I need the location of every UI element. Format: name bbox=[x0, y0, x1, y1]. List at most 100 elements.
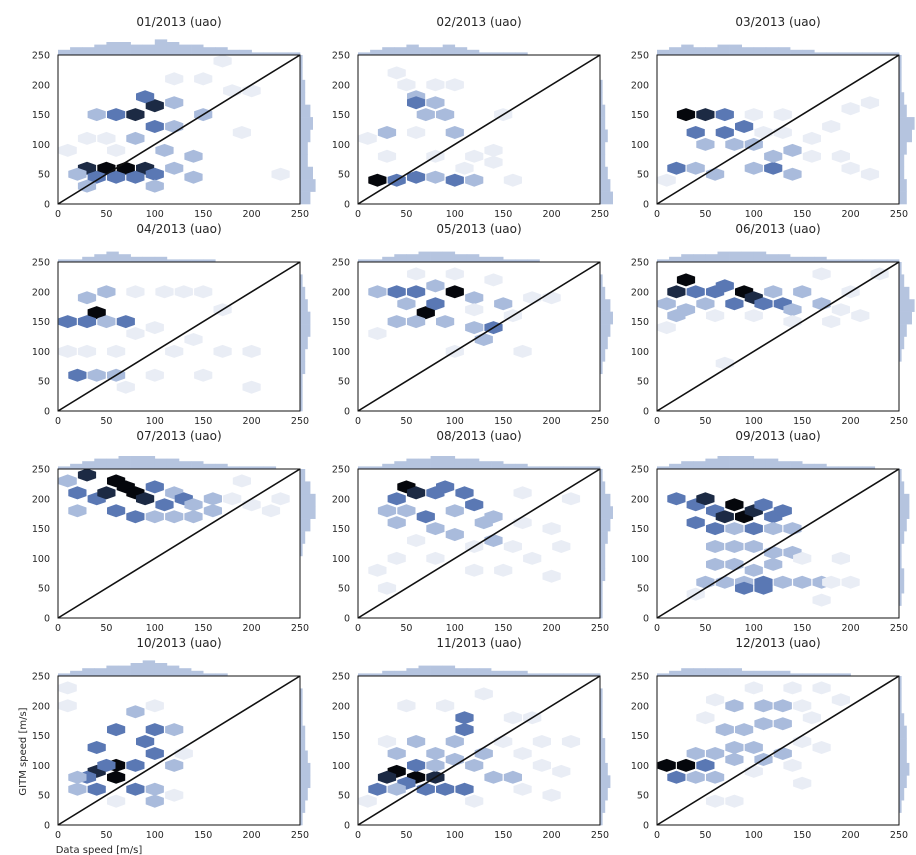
hex-bin bbox=[145, 480, 164, 494]
x-marginal-bar bbox=[394, 47, 407, 55]
y-marginal-bar bbox=[899, 179, 907, 192]
x-marginal-bar bbox=[717, 668, 730, 676]
hex-bin bbox=[445, 126, 464, 139]
subplot-title: 07/2013 (uao) bbox=[136, 429, 221, 443]
axes-frame bbox=[656, 261, 900, 412]
one-to-one-line bbox=[656, 54, 900, 205]
x-marginal-bar bbox=[58, 673, 71, 676]
hex-bin bbox=[754, 498, 773, 512]
hex-bin bbox=[474, 333, 493, 346]
x-marginal-bar bbox=[681, 44, 694, 55]
subplot-title: 08/2013 (uao) bbox=[436, 429, 521, 443]
x-marginal-bar bbox=[527, 673, 540, 676]
hex-bin bbox=[368, 563, 387, 577]
hex-bin bbox=[165, 72, 184, 86]
x-tick-label: 0 bbox=[355, 830, 361, 841]
y-marginal-bar bbox=[899, 154, 905, 168]
hex-bin bbox=[426, 297, 445, 311]
x-tick-label: 100 bbox=[146, 209, 164, 220]
y-marginal-bar bbox=[600, 179, 611, 192]
x-marginal-bar bbox=[705, 458, 718, 469]
subplot-7: 07/2013 (uao) 0 50 100 150 200 250 0 50 100 150 200… bbox=[32, 429, 316, 634]
y-tick-label: 50 bbox=[38, 170, 50, 181]
y-tick-label: 200 bbox=[332, 287, 350, 298]
hex-bin bbox=[715, 126, 734, 139]
y-tick-label: 0 bbox=[643, 821, 649, 832]
y-tick-label: 100 bbox=[332, 347, 350, 358]
hex-bin bbox=[136, 90, 155, 104]
hex-bin bbox=[368, 782, 387, 796]
hex-bin bbox=[107, 108, 126, 122]
hex-bin bbox=[107, 770, 126, 784]
x-tick-label: 50 bbox=[400, 623, 412, 634]
x-tick-label: 50 bbox=[699, 623, 711, 634]
x-marginal-bar bbox=[466, 458, 480, 469]
y-tick-label: 50 bbox=[338, 791, 350, 802]
axes-frame bbox=[357, 261, 601, 412]
y-tick-label: 50 bbox=[637, 377, 649, 388]
subplot-title: 06/2013 (uao) bbox=[735, 222, 820, 236]
hex-bin bbox=[696, 108, 715, 122]
y-marginal-bar bbox=[300, 117, 313, 130]
one-to-one-line bbox=[57, 54, 301, 205]
x-marginal-bar bbox=[142, 660, 156, 676]
subplot-title: 10/2013 (uao) bbox=[136, 636, 221, 650]
hex-bin bbox=[667, 285, 686, 299]
y-tick-label: 0 bbox=[344, 614, 350, 625]
x-marginal-bar bbox=[862, 52, 876, 55]
x-marginal-bar bbox=[215, 673, 228, 676]
hex-bin bbox=[706, 770, 725, 784]
y-marginal-bar bbox=[600, 506, 613, 519]
subplot-5: 05/2013 (uao) 0 50 100 150 200 250 0 50 100 150 200… bbox=[332, 222, 613, 427]
x-marginal-bar bbox=[203, 673, 216, 676]
hex-bin bbox=[676, 758, 696, 772]
y-marginal-bar bbox=[300, 67, 303, 81]
hex-bin bbox=[455, 723, 474, 737]
x-tick-label: 250 bbox=[291, 209, 309, 220]
y-tick-label: 0 bbox=[344, 407, 350, 418]
hex-bin bbox=[754, 699, 773, 713]
x-marginal-bar bbox=[287, 52, 301, 55]
hex-bin bbox=[725, 540, 744, 553]
hex-bin bbox=[841, 575, 860, 589]
x-marginal-bar bbox=[191, 259, 204, 262]
y-marginal-bar bbox=[899, 67, 902, 81]
y-tick-label: 200 bbox=[332, 80, 350, 91]
x-marginal-bar bbox=[454, 47, 468, 55]
y-tick-label: 250 bbox=[332, 258, 350, 269]
x-marginal-bar bbox=[551, 466, 564, 469]
hex-bin bbox=[426, 170, 445, 184]
axes-frame bbox=[656, 54, 900, 205]
hex-bin bbox=[116, 315, 135, 329]
subplot-4: 04/2013 (uao) 0 50 100 150 200 250 0 50 100 150 200… bbox=[32, 222, 311, 427]
x-marginal-bar bbox=[191, 461, 204, 469]
hex-bin bbox=[165, 723, 184, 737]
y-tick-label: 0 bbox=[643, 200, 649, 211]
one-to-one-line bbox=[357, 468, 601, 619]
hex-bin bbox=[445, 78, 464, 92]
x-marginal-bar bbox=[503, 463, 516, 469]
y-marginal-bar bbox=[600, 568, 606, 582]
y-tick-label: 50 bbox=[338, 170, 350, 181]
hex-bin bbox=[754, 126, 773, 139]
hex-bin bbox=[744, 563, 763, 577]
x-tick-label: 0 bbox=[55, 209, 61, 220]
hex-bin bbox=[793, 735, 812, 749]
x-marginal-bar bbox=[862, 259, 876, 262]
x-marginal-bar bbox=[503, 52, 516, 55]
y-tick-label: 200 bbox=[631, 494, 649, 505]
y-tick-label: 250 bbox=[32, 51, 50, 62]
y-marginal-bar bbox=[600, 481, 606, 495]
hex-bin bbox=[145, 510, 164, 524]
y-marginal-bar bbox=[899, 166, 905, 180]
y-marginal-bar bbox=[899, 750, 907, 764]
x-marginal-bar bbox=[227, 49, 240, 55]
x-marginal-bar bbox=[82, 668, 95, 676]
hex-bin bbox=[145, 699, 164, 713]
x-tick-label: 100 bbox=[745, 209, 763, 220]
hex-bin bbox=[822, 315, 841, 329]
x-marginal-bar bbox=[765, 670, 779, 676]
hex-bin bbox=[387, 747, 406, 760]
y-marginal-bar bbox=[300, 506, 316, 519]
